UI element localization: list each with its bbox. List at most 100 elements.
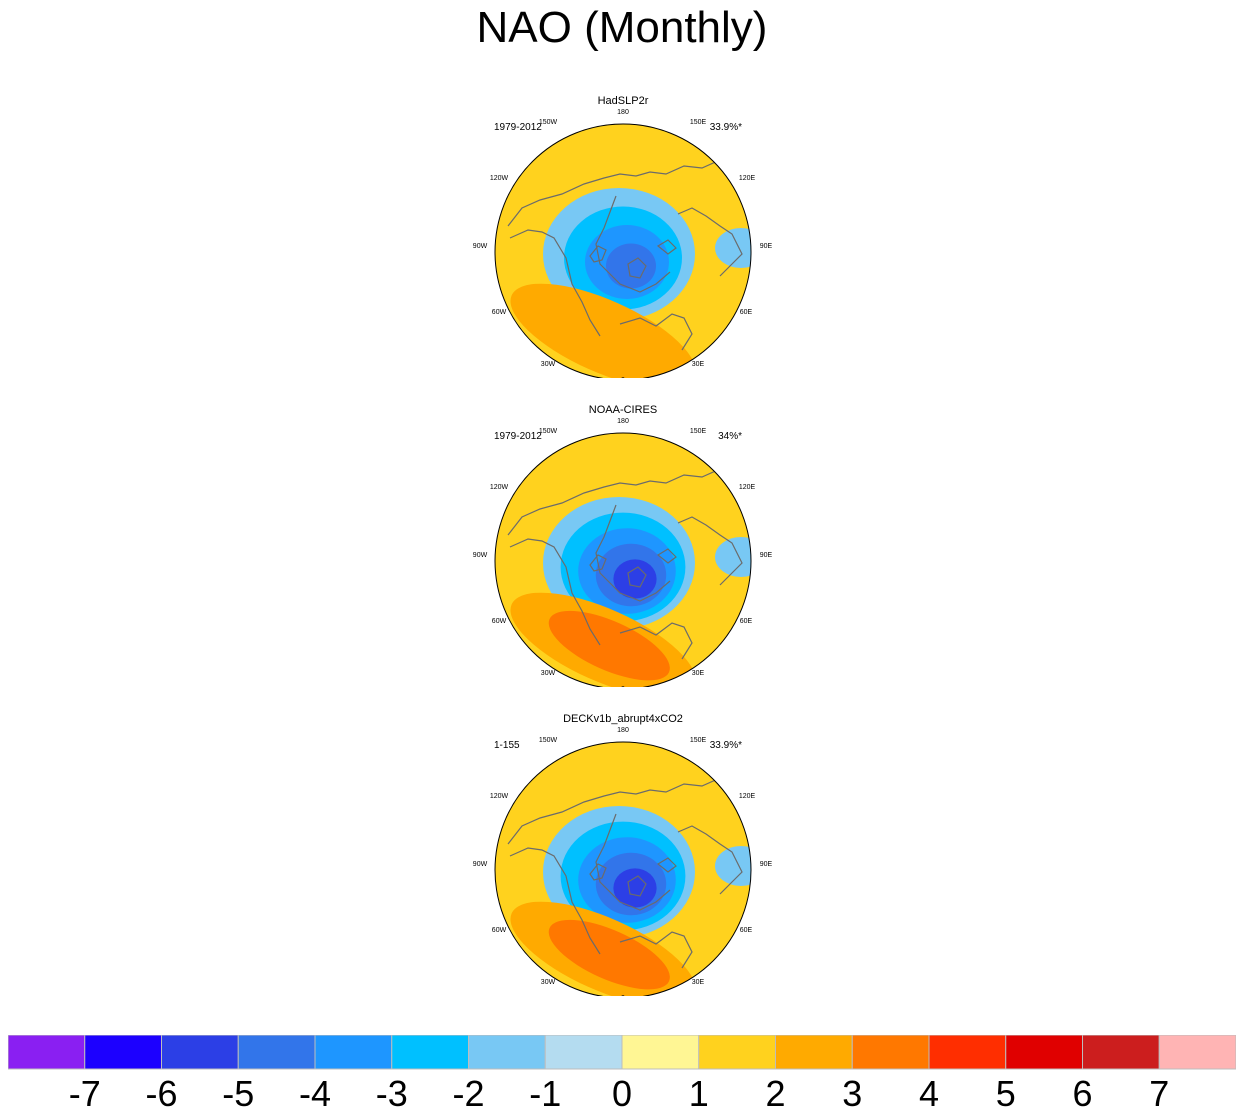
panel-period: 1-155 bbox=[494, 740, 520, 751]
longitude-label: 30W bbox=[541, 670, 556, 677]
longitude-label: 90E bbox=[760, 552, 773, 559]
longitude-label: 120E bbox=[739, 175, 756, 182]
colorbar-swatch bbox=[928, 1035, 1007, 1070]
colorbar-labels: -7 -6 -5 -4 -3 -2 -1 0 1 2 3 4 5 6 7 bbox=[0, 1072, 1244, 1116]
colorbar-tick-label: 7 bbox=[1149, 1073, 1170, 1114]
coastline bbox=[627, 257, 647, 279]
colorbar-swatch bbox=[1158, 1035, 1236, 1070]
colorbar-swatch bbox=[237, 1035, 316, 1070]
longitude-label: 0 bbox=[621, 377, 625, 378]
colorbar-tick-label: -3 bbox=[375, 1073, 408, 1114]
coastline bbox=[509, 229, 601, 337]
colorbar-tick-label: 3 bbox=[842, 1073, 863, 1114]
colorbar-tick-label: 2 bbox=[765, 1073, 786, 1114]
panel-title: HadSLP2r bbox=[598, 95, 649, 107]
colorbar-swatch bbox=[84, 1035, 162, 1070]
panel-title: DECKv1b_abrupt4xCO2 bbox=[563, 713, 683, 725]
colorbar-swatch bbox=[391, 1035, 469, 1070]
colorbar-tick-label: 4 bbox=[918, 1073, 940, 1114]
longitude-label: 60W bbox=[492, 309, 507, 316]
longitude-label: 150E bbox=[690, 428, 707, 435]
longitude-label: 90W bbox=[473, 243, 488, 250]
chart-title: NAO (Monthly) bbox=[476, 3, 768, 52]
colorbar-tick-label: -5 bbox=[222, 1073, 255, 1114]
longitude-label: 90W bbox=[473, 552, 488, 559]
longitude-label: 180 bbox=[617, 418, 629, 425]
longitude-label: 90W bbox=[473, 861, 488, 868]
colorbar-swatch bbox=[8, 1035, 86, 1070]
coastline bbox=[627, 566, 647, 588]
map-border bbox=[494, 432, 752, 687]
contour-negative-east bbox=[715, 228, 751, 268]
coastline bbox=[589, 554, 607, 572]
longitude-label: 60W bbox=[492, 618, 507, 625]
longitude-label: 30E bbox=[692, 979, 705, 986]
longitude-label: 150W bbox=[539, 737, 558, 744]
longitude-label: 30W bbox=[541, 361, 556, 368]
map-panel-noaa-cires: NOAA-CIRES 1979-2012 34%* 180 150E 120E 90E 60E… bbox=[470, 397, 780, 687]
colorbar-tick-label: -4 bbox=[298, 1073, 332, 1114]
panel-title: NOAA-CIRES bbox=[589, 404, 657, 416]
colorbar-swatch bbox=[698, 1035, 776, 1070]
map-svg-2: DECKv1b_abrupt4xCO2 1-155 33.9%* 180 150E 120… bbox=[473, 713, 773, 996]
colorbar-swatch bbox=[314, 1035, 393, 1070]
coastline bbox=[595, 813, 671, 911]
coastline bbox=[595, 195, 671, 293]
colorbar-tick-label: 1 bbox=[688, 1073, 709, 1114]
map-border bbox=[494, 123, 752, 378]
colorbar-tick-label: -6 bbox=[145, 1073, 178, 1114]
coastline bbox=[595, 504, 671, 602]
coastline bbox=[677, 207, 743, 277]
contour-negative bbox=[613, 868, 657, 908]
colorbar-swatch bbox=[544, 1035, 623, 1070]
longitude-label: 120E bbox=[739, 484, 756, 491]
longitude-label: 120W bbox=[490, 175, 509, 182]
colorbar-swatch bbox=[161, 1035, 239, 1070]
coastline bbox=[619, 622, 693, 660]
coastline bbox=[627, 875, 647, 897]
colorbar-swatch bbox=[1082, 1035, 1160, 1070]
coastline bbox=[677, 516, 743, 586]
contour-negative-east bbox=[715, 846, 751, 886]
longitude-label: 90E bbox=[760, 861, 773, 868]
longitude-label: 30E bbox=[692, 670, 705, 677]
colorbar bbox=[8, 1035, 1236, 1070]
longitude-label: 120W bbox=[490, 484, 509, 491]
map-field bbox=[495, 124, 751, 378]
colorbar-swatch bbox=[775, 1035, 853, 1070]
longitude-label: 120W bbox=[490, 793, 509, 800]
panel-variance: 33.9%* bbox=[710, 740, 742, 751]
contour-positive bbox=[548, 919, 670, 990]
map-border bbox=[494, 741, 752, 996]
coastline bbox=[656, 239, 677, 255]
map-field bbox=[495, 742, 751, 996]
panel-variance: 33.9%* bbox=[710, 122, 742, 133]
longitude-label: 120E bbox=[739, 793, 756, 800]
panel-period: 1979-2012 bbox=[494, 431, 542, 442]
longitude-label: 0 bbox=[621, 995, 625, 996]
coastline bbox=[619, 313, 693, 351]
map-svg-0: HadSLP2r 1979-2012 33.9%* 180 150E 120E 90E 60E… bbox=[473, 95, 773, 378]
colorbar-tick-label: 5 bbox=[995, 1073, 1016, 1114]
coastline bbox=[589, 863, 607, 881]
longitude-label: 60E bbox=[740, 927, 753, 934]
longitude-label: 150E bbox=[690, 737, 707, 744]
panel-period: 1979-2012 bbox=[494, 122, 542, 133]
colorbar-swatch bbox=[851, 1035, 930, 1070]
colorbar-tick-label: 6 bbox=[1072, 1073, 1093, 1114]
coastline bbox=[509, 847, 601, 955]
longitude-label: 150E bbox=[690, 119, 707, 126]
coastline bbox=[677, 825, 743, 895]
panel-variance: 34%* bbox=[718, 431, 742, 442]
map-panel-hadslp2r: HadSLP2r 1979-2012 33.9%* 180 150E 120E 90E 60E… bbox=[470, 88, 780, 378]
coastline bbox=[509, 538, 601, 646]
longitude-label: 90E bbox=[760, 243, 773, 250]
contour-negative bbox=[606, 243, 656, 289]
contour-negative bbox=[613, 559, 657, 599]
map-field bbox=[495, 433, 751, 687]
longitude-label: 150W bbox=[539, 428, 558, 435]
contour-positive bbox=[548, 610, 670, 681]
longitude-label: 60E bbox=[740, 618, 753, 625]
colorbar-tick-label: -7 bbox=[68, 1073, 101, 1114]
contour-negative-east bbox=[715, 537, 751, 577]
